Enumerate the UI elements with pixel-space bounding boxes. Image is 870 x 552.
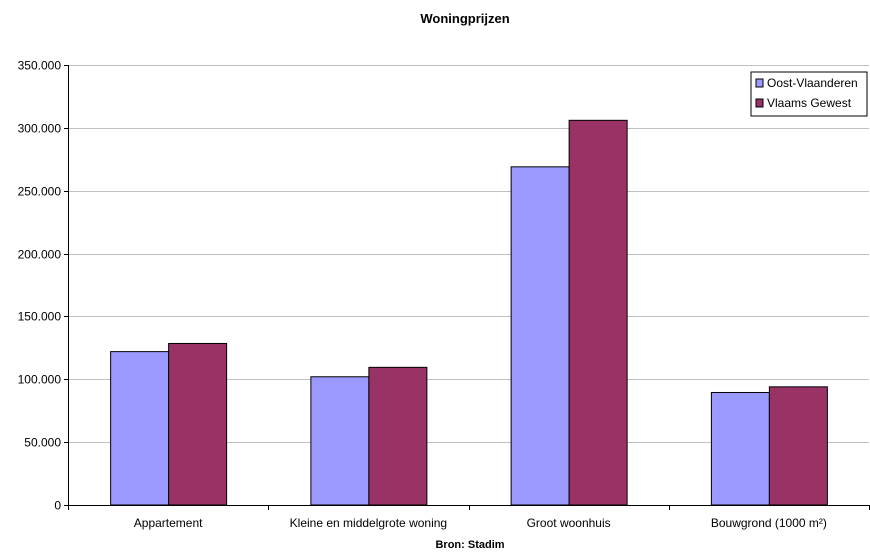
y-tick-label: 0 [54, 499, 61, 513]
legend-label-vlaams-gewest: Vlaams Gewest [767, 96, 852, 110]
bar [368, 366, 428, 506]
bar [768, 386, 828, 506]
legend: Oost-Vlaanderen Vlaams Gewest [750, 71, 868, 117]
y-tick-label: 200.000 [18, 248, 62, 262]
y-tick-label: 150.000 [18, 310, 62, 324]
y-tick-label: 350.000 [18, 59, 62, 73]
y-axis-ticks: 0 50.000 100.000 150.000 200.000 250.000 300.0… [18, 59, 68, 513]
bar [568, 119, 628, 506]
y-tick-label: 250.000 [18, 185, 62, 199]
y-tick-label: 300.000 [18, 122, 62, 136]
bar [310, 376, 370, 506]
bars [110, 119, 828, 506]
bar [510, 166, 570, 506]
bar [710, 391, 770, 506]
bar [168, 342, 228, 506]
chart-title: Woningprijzen [420, 11, 509, 26]
legend-label-oost-vlaanderen: Oost-Vlaanderen [767, 76, 858, 90]
x-axis-label: Bron: Stadim [435, 539, 504, 551]
legend-box [750, 71, 868, 117]
axes [68, 65, 869, 506]
legend-swatch-vlaams-gewest [755, 98, 764, 108]
x-tick-label: Groot woonhuis [527, 516, 611, 530]
legend-swatch-oost-vlaanderen [755, 78, 764, 88]
x-tick-label: Bouwgrond (1000 m²) [711, 516, 827, 530]
x-tick-label: Appartement [134, 516, 203, 530]
x-tick-label: Kleine en middelgrote woning [290, 516, 447, 530]
bar [110, 351, 170, 506]
y-tick-label: 100.000 [18, 373, 62, 387]
y-tick-label: 50.000 [24, 436, 61, 450]
x-axis-ticks: Appartement Kleine en middelgrote woning G… [68, 505, 870, 530]
